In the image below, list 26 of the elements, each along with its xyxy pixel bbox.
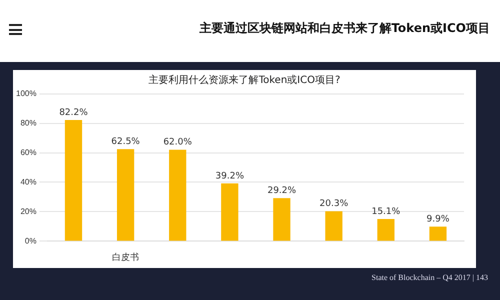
text: State of Blockchain – Q4 2017 | 143 [372, 273, 488, 282]
chart-title: 主要通过区块链网站和白皮书来了解Token或ICO项目 [199, 20, 490, 37]
x-tick-label: 白皮书 [112, 252, 140, 262]
y-tick-label: 20% [20, 206, 36, 216]
data-label: 62.5% [111, 136, 140, 147]
bar [273, 198, 290, 241]
data-label: 15.1% [372, 206, 401, 217]
data-label: 9.9% [426, 214, 450, 224]
y-tick-label: 80% [20, 118, 36, 128]
data-label: 39.2% [215, 171, 244, 182]
data-label: 29.2% [267, 186, 297, 196]
y-tick-label: 0% [24, 236, 36, 246]
bar [64, 120, 82, 241]
bar [325, 211, 342, 241]
data-label: 62.0% [163, 138, 192, 148]
bar [169, 150, 186, 241]
data-label: 20.3% [320, 199, 349, 210]
y-tick-label: 60% [20, 148, 36, 157]
y-tick-label: 40% [20, 177, 36, 186]
bar [377, 218, 394, 241]
chart-subtitle: 主要利用什么资源来了解Token或ICO项目? [148, 74, 342, 87]
bar [116, 149, 134, 241]
data-label: 82.2% [59, 108, 88, 118]
y-tick-label: 100% [16, 89, 36, 98]
bar [221, 183, 238, 241]
bar [429, 226, 447, 241]
